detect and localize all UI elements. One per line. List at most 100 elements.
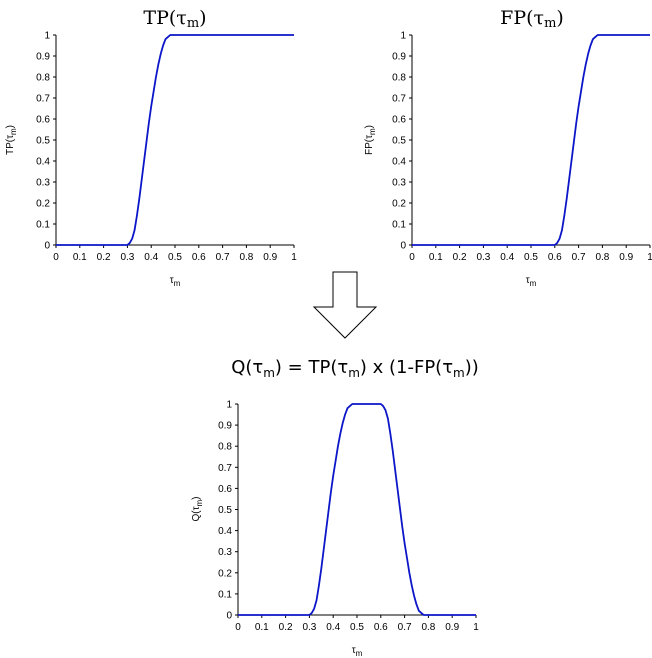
tp-x-tick-label: 0.2 — [97, 252, 111, 263]
q-x-tick-label: 1 — [473, 622, 479, 633]
fp-x-axis-label: τm — [526, 275, 537, 288]
tp-y-tick-label: 0.8 — [36, 73, 50, 84]
q-x-tick-label: 0.6 — [374, 622, 388, 633]
q-series-line — [238, 403, 476, 616]
tp-y-tick-label: 0 — [44, 241, 50, 252]
q-x-tick-label: 0.9 — [445, 622, 459, 633]
formula-subscript-2: m — [348, 366, 360, 380]
fp-x-label-main: τ — [526, 275, 530, 286]
fp-x-tick-label: 0 — [409, 252, 415, 263]
q-x-axis-label: τm — [352, 645, 363, 658]
fp-x-tick-label: 0.8 — [595, 252, 609, 263]
tp-x-tick-label: 0.8 — [239, 252, 253, 263]
tp-y-tick-label: 1 — [44, 31, 50, 42]
tp-chart-title: TP(τm) — [143, 7, 206, 31]
q-y-tick-label: 0.5 — [218, 505, 232, 516]
fp-x-tick-label: 0.4 — [500, 252, 514, 263]
q-x-tick-label: 0.5 — [350, 622, 364, 633]
tp-y-label-main: TP(τ — [5, 135, 16, 155]
fp-x-tick-label: 0.3 — [476, 252, 490, 263]
fp-y-tick-label: 0.2 — [392, 199, 406, 210]
q-y-label-close: ) — [191, 496, 202, 499]
tp-y-tick-label: 0.3 — [36, 178, 50, 189]
formula-subscript-1: m — [263, 366, 275, 380]
tp-x-tick-label: 0.9 — [263, 252, 277, 263]
formula-part-3: ) x (1-FP(τ — [360, 357, 453, 378]
tp-x-tick-label: 0.5 — [168, 252, 182, 263]
fp-x-tick-label: 0.9 — [619, 252, 633, 263]
fp-y-tick-label: 0.3 — [392, 178, 406, 189]
tp-x-tick-label: 0.4 — [144, 252, 158, 263]
tp-series-line — [56, 34, 294, 246]
q-x-tick-label: 0.4 — [326, 622, 340, 633]
tp-title-subscript: m — [187, 16, 199, 31]
q-x-tick-label: 0.7 — [398, 622, 412, 633]
fp-y-tick-label: 0.7 — [392, 94, 406, 105]
formula-part-2: ) = TP(τ — [275, 357, 348, 378]
q-x-tick-label: 0.1 — [255, 622, 269, 633]
down-arrow-icon — [312, 271, 378, 339]
tp-x-label-subscript: m — [174, 279, 181, 288]
fp-y-label-subscript: m — [368, 128, 377, 135]
q-formula-title: Q(τm) = TP(τm) x (1-FP(τm)) — [231, 357, 479, 380]
fp-y-tick-label: 0.4 — [392, 157, 406, 168]
fp-y-label-close: ) — [364, 125, 375, 128]
fp-x-label-subscript: m — [530, 279, 537, 288]
fp-y-label-main: FP(τ — [364, 135, 375, 155]
tp-y-label-close: ) — [5, 125, 16, 128]
formula-subscript-3: m — [453, 366, 465, 380]
tp-chart: 0 0.1 0.2 0.3 0.4 0.5 0.6 0.7 0.8 0.9 1 0 0.1 0.2 0.3 0… — [5, 31, 297, 289]
fp-series-line — [412, 34, 650, 246]
q-x-tick-label: 0 — [235, 622, 241, 633]
fp-y-tick-label: 0.9 — [392, 52, 406, 63]
tp-x-tick-label: 1 — [291, 252, 297, 263]
q-y-tick-label: 0.8 — [218, 442, 232, 453]
fp-chart-title: FP(τm) — [500, 7, 564, 31]
tp-y-tick-label: 0.6 — [36, 115, 50, 126]
tp-x-tick-label: 0.3 — [120, 252, 134, 263]
q-x-tick-label: 0.8 — [421, 622, 435, 633]
q-x-label-subscript: m — [356, 649, 363, 658]
fp-x-tick-label: 0.6 — [548, 252, 562, 263]
q-y-tick-label: 0.3 — [218, 547, 232, 558]
q-chart: 0 0.1 0.2 0.3 0.4 0.5 0.6 0.7 0.8 0.9 1 0 0.1 0.2 0.3 0… — [191, 400, 479, 658]
tp-y-axis-label: TP(τm) — [5, 125, 18, 155]
tp-y-tick-label: 0.4 — [36, 157, 50, 168]
tp-title-close: ) — [199, 7, 206, 29]
q-y-tick-label: 0.4 — [218, 526, 232, 537]
tp-x-tick-label: 0.7 — [216, 252, 230, 263]
fp-chart: 0 0.1 0.2 0.3 0.4 0.5 0.6 0.7 0.8 0.9 1 0 0.1 0.2 0.3 0… — [364, 31, 652, 289]
q-y-label-main: Q(τ — [191, 506, 202, 521]
tp-y-tick-label: 0.9 — [36, 52, 50, 63]
tp-x-axis-label: τm — [170, 275, 181, 288]
tp-y-tick-label: 0.2 — [36, 199, 50, 210]
fp-y-tick-label: 0.1 — [392, 220, 406, 231]
tp-x-label-main: τ — [170, 275, 174, 286]
q-y-label-subscript: m — [195, 499, 204, 506]
q-y-tick-label: 0.1 — [218, 589, 232, 600]
q-y-tick-label: 0.2 — [218, 568, 232, 579]
fp-x-tick-label: 0.2 — [453, 252, 467, 263]
fp-y-tick-label: 0.8 — [392, 73, 406, 84]
fp-title-close: ) — [556, 7, 563, 29]
fp-x-tick-label: 0.5 — [524, 252, 538, 263]
fp-y-tick-label: 0.5 — [392, 136, 406, 147]
fp-y-tick-label: 1 — [400, 31, 406, 42]
tp-x-tick-label: 0 — [53, 252, 59, 263]
q-y-tick-label: 0 — [226, 611, 232, 622]
tp-title-main: TP(τ — [143, 7, 186, 29]
fp-x-tick-label: 0.7 — [572, 252, 586, 263]
fp-title-subscript: m — [544, 16, 556, 31]
fp-y-tick-label: 0 — [400, 241, 406, 252]
q-y-axis-label: Q(τm) — [191, 496, 204, 521]
tp-y-tick-label: 0.1 — [36, 220, 50, 231]
q-y-tick-label: 0.6 — [218, 484, 232, 495]
q-y-tick-label: 0.7 — [218, 463, 232, 474]
q-y-tick-label: 1 — [226, 400, 232, 411]
formula-part-1: Q(τ — [231, 357, 263, 378]
q-x-tick-label: 0.2 — [279, 622, 293, 633]
fp-x-tick-label: 0.1 — [429, 252, 443, 263]
fp-y-axis-label: FP(τm) — [364, 125, 377, 155]
fp-title-main: FP(τ — [500, 7, 544, 29]
